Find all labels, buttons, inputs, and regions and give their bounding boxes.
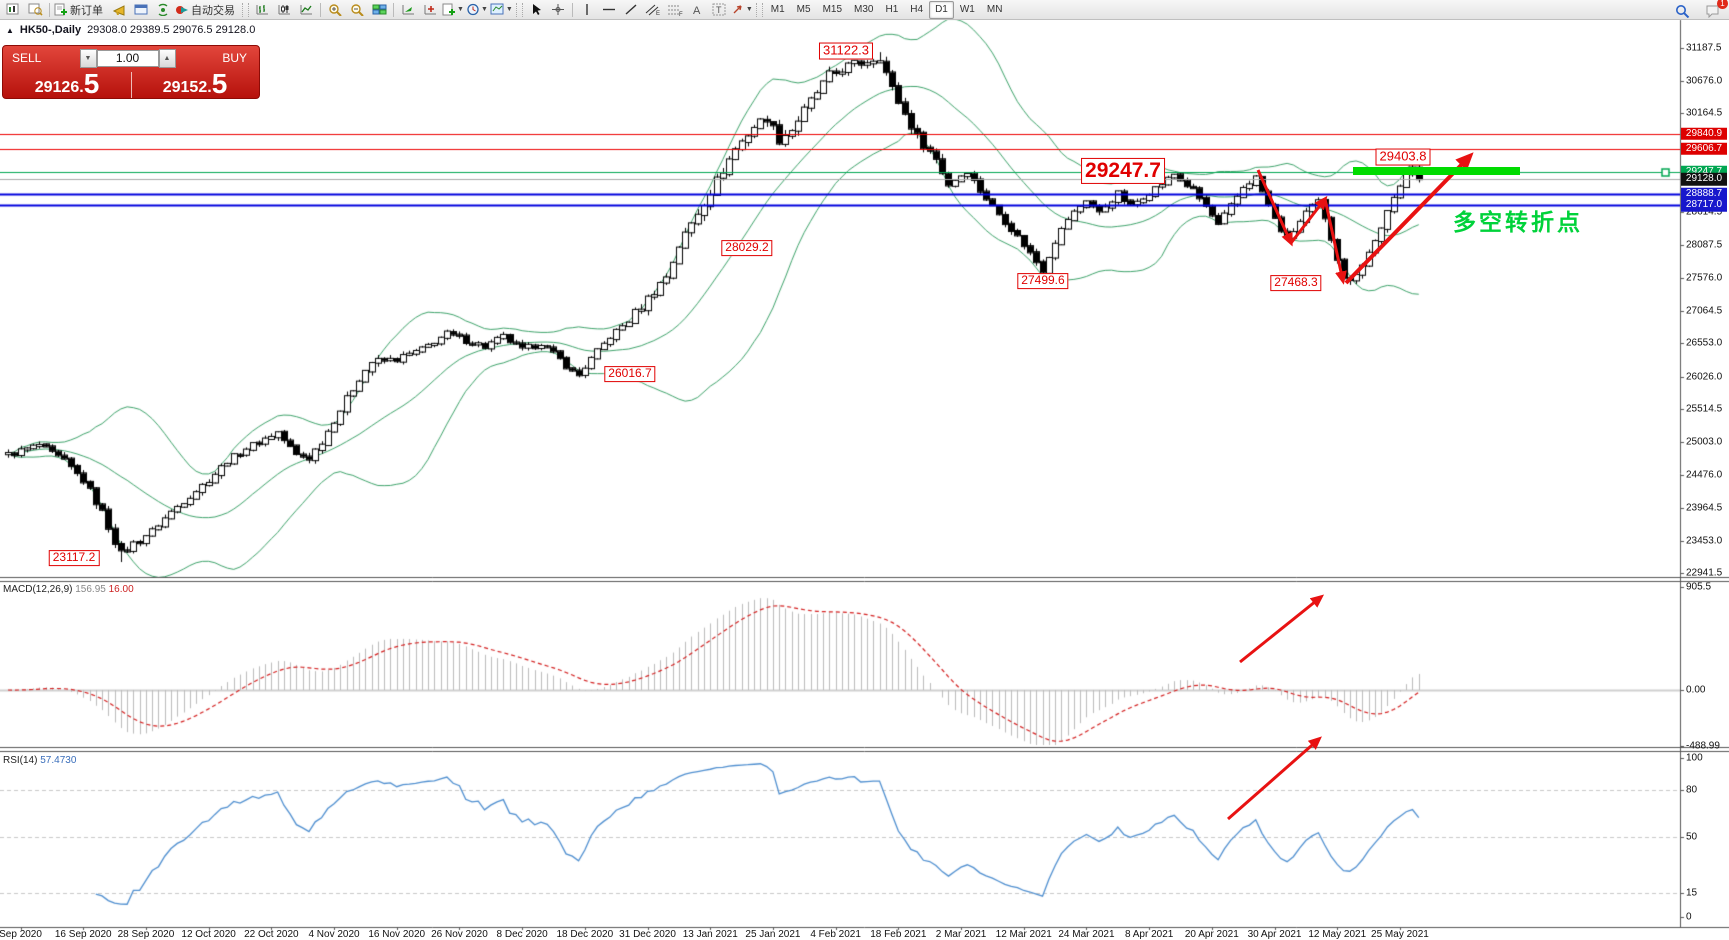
buy-label: BUY — [222, 51, 247, 65]
volume-decrease-button[interactable]: ▼ — [79, 48, 97, 68]
arrows-tool-dropdown[interactable]: ▼ — [730, 0, 754, 20]
crosshair-icon[interactable] — [547, 0, 569, 20]
price-annotation-label[interactable]: 28029.2 — [721, 240, 773, 256]
new-order-button[interactable]: 新订单 — [53, 0, 108, 20]
indicator-list-icon[interactable] — [397, 0, 419, 20]
autotrading-button[interactable]: 自动交易 — [174, 0, 240, 20]
timeframe-m5[interactable]: M5 — [796, 4, 811, 15]
tile-windows-icon[interactable] — [368, 0, 390, 20]
autotrading-label: 自动交易 — [191, 4, 235, 17]
chart-profiles-icon[interactable] — [24, 0, 46, 20]
speaker-icon[interactable] — [108, 0, 130, 20]
svg-text:A: A — [693, 5, 701, 16]
timeframe-m30[interactable]: M30 — [854, 4, 874, 15]
equidistant-channel-tool[interactable]: E — [642, 0, 664, 20]
zoom-in-icon[interactable] — [324, 0, 346, 20]
add-indicator-dropdown[interactable]: ▼ — [441, 0, 465, 20]
new-order-label: 新订单 — [70, 4, 103, 17]
price-annotation-label[interactable]: 27499.6 — [1017, 273, 1069, 289]
main-toolbar: 新订单 自动交易 ▼ ▼ ▼ E F A T ▼ M — [0, 0, 1729, 20]
timeframe-h1[interactable]: H1 — [885, 4, 899, 15]
cycle-lines-icon[interactable] — [419, 0, 441, 20]
timeframe-group: M1 M5 M15 M30 H1 H4 D1 W1 MN — [765, 0, 1009, 19]
price-annotation-label[interactable]: 29403.8 — [1375, 148, 1431, 166]
price-annotation-label[interactable]: 23117.2 — [48, 550, 100, 566]
chat-icon[interactable]: 1 — [1701, 0, 1728, 21]
green-support-zone[interactable] — [1353, 167, 1520, 175]
svg-text:T: T — [716, 5, 722, 15]
price-annotation-label[interactable]: 26016.7 — [604, 366, 656, 382]
price-annotation-label[interactable]: 27468.3 — [1270, 275, 1322, 291]
template-dropdown[interactable]: ▼ — [489, 0, 514, 20]
candlestick-chart-icon[interactable] — [273, 0, 295, 20]
one-click-trading-panel: SELL ▼ ▲ BUY 29126.5 29152.5 — [2, 45, 260, 99]
text-label-tool[interactable]: T — [708, 0, 730, 20]
price-annotation-label[interactable]: 31122.3 — [818, 42, 874, 60]
timeframe-mn[interactable]: MN — [986, 4, 1003, 15]
notification-badge: 1 — [1717, 0, 1728, 9]
sell-label: SELL — [12, 51, 42, 65]
timeframe-m1[interactable]: M1 — [770, 4, 785, 15]
new-chart-icon[interactable] — [2, 0, 24, 20]
svg-text:E: E — [656, 11, 660, 16]
cursor-icon[interactable] — [525, 0, 547, 20]
bar-chart-icon[interactable] — [251, 0, 273, 20]
timeframe-m15[interactable]: M15 — [822, 4, 843, 15]
fibonacci-tool[interactable]: F — [664, 0, 686, 20]
zoom-out-icon[interactable] — [346, 0, 368, 20]
timeframe-h4[interactable]: H4 — [910, 4, 924, 15]
sell-button[interactable]: 29126. 5 — [34, 68, 100, 99]
svg-text:F: F — [679, 12, 683, 16]
terminal-icon[interactable] — [130, 0, 152, 20]
period-clock-dropdown[interactable]: ▼ — [465, 0, 489, 20]
price-annotation-label[interactable]: 29247.7 — [1081, 157, 1165, 185]
line-chart-icon[interactable] — [295, 0, 317, 20]
signals-icon[interactable] — [152, 0, 174, 20]
horizontal-line-tool[interactable] — [598, 0, 620, 20]
volume-increase-button[interactable]: ▲ — [158, 48, 176, 68]
trendline-tool[interactable] — [620, 0, 642, 20]
search-icon[interactable] — [1671, 1, 1693, 21]
vertical-line-tool[interactable] — [576, 0, 598, 20]
timeframe-w1[interactable]: W1 — [959, 4, 975, 15]
timeframe-d1[interactable]: D1 — [929, 0, 954, 19]
buy-button[interactable]: 29152. 5 — [162, 68, 228, 99]
volume-input[interactable] — [96, 49, 159, 67]
text-tool[interactable]: A — [686, 0, 708, 20]
